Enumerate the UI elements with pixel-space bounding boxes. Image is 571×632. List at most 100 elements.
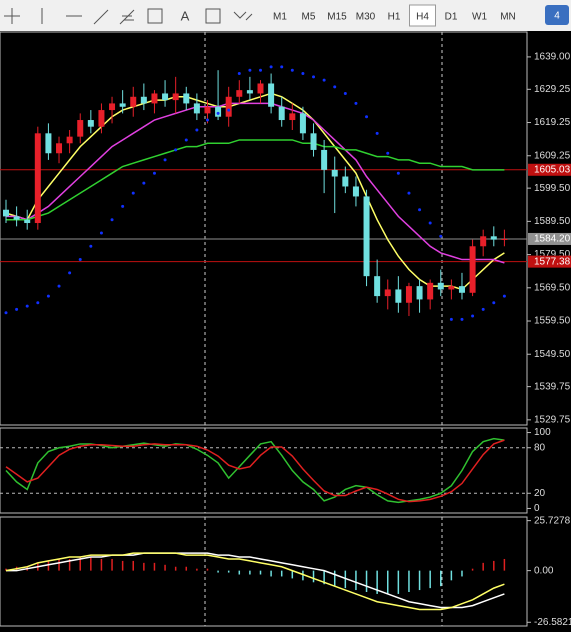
candle-body (162, 93, 169, 101)
candle-body (77, 120, 84, 137)
candle-body (34, 133, 41, 224)
price-tag (528, 255, 571, 268)
candle-body (501, 238, 508, 240)
indicator-line (5, 437, 505, 504)
candle-body (3, 209, 9, 217)
arrows-icon[interactable] (233, 11, 253, 21)
candle-body (310, 133, 317, 150)
sar-dot (290, 68, 294, 72)
sar-dot (174, 148, 178, 152)
crosshair-icon[interactable] (4, 8, 20, 24)
sar-dot (57, 284, 61, 288)
sar-dot (184, 138, 188, 142)
fibo-icon[interactable] (147, 8, 163, 24)
sar-dot (110, 218, 114, 222)
candle-body (257, 83, 264, 94)
sar-dot (428, 221, 432, 225)
sar-dot (131, 191, 135, 195)
candle-body (246, 90, 253, 94)
candle-body (395, 289, 402, 303)
candle-body (480, 236, 487, 247)
sar-dot (68, 271, 72, 275)
label-icon[interactable] (205, 8, 221, 24)
indicator-line (6, 139, 505, 221)
panel (0, 516, 528, 627)
sar-dot (418, 208, 422, 212)
sar-dot (36, 301, 40, 305)
badge[interactable] (545, 5, 569, 25)
candle-body (289, 113, 296, 121)
sar-dot (205, 118, 209, 122)
price-tag-label: 1584.20 (534, 234, 571, 245)
period-button[interactable]: M5 (302, 12, 316, 23)
y-tick-label: 1539.75 (534, 381, 571, 392)
candle-body (140, 96, 147, 104)
candle-body (45, 133, 52, 154)
candle-body (384, 289, 391, 297)
candle-body (66, 136, 73, 144)
sar-dot (121, 204, 125, 208)
period-button[interactable]: M30 (356, 12, 376, 23)
sar-dot (375, 131, 379, 135)
candle-body (109, 103, 116, 111)
period-button[interactable]: M1 (273, 12, 287, 23)
sar-dot (259, 68, 262, 72)
indicator-line (5, 439, 505, 503)
y-tick-label: 20 (534, 488, 546, 499)
y-tick-label: 1619.25 (534, 117, 571, 128)
sar-dot (99, 231, 103, 235)
sar-dot (365, 115, 369, 119)
y-tick-label: 100 (534, 427, 551, 438)
y-tick-label: 1609.25 (534, 150, 571, 161)
y-tick-label: 1579.50 (534, 249, 571, 260)
candle-body (342, 176, 349, 187)
trend-icon[interactable] (93, 9, 109, 25)
candle-body (130, 96, 137, 107)
candle-body (458, 286, 465, 293)
y-tick-label: 1599.50 (534, 183, 571, 194)
price-tag-label: 1605.03 (534, 164, 571, 175)
channel-icon[interactable] (119, 9, 135, 25)
sar-dot (322, 78, 326, 82)
period-button[interactable]: W1 (472, 12, 487, 23)
candle-body (448, 286, 455, 290)
sar-dot (78, 258, 82, 262)
sar-dot (152, 171, 156, 175)
y-tick-label: 1529.75 (534, 414, 571, 425)
candle-body (24, 219, 31, 224)
tool-icons (4, 8, 253, 25)
sar-dot (481, 307, 485, 311)
candle-body (172, 93, 179, 101)
candle-body (363, 196, 370, 277)
y-tick-label: 1639.00 (534, 52, 571, 63)
candle-body (193, 103, 200, 114)
sar-dot (227, 108, 231, 112)
period-active (409, 4, 436, 27)
y-tick-label: 1589.50 (534, 216, 571, 227)
sar-dot (386, 151, 390, 155)
period-button[interactable]: H1 (388, 12, 401, 23)
sar-dot (89, 244, 93, 248)
period-button[interactable]: H4 (416, 12, 429, 23)
candle-body (215, 106, 222, 117)
indicator-line (6, 552, 505, 609)
y-tick-label: 25.7278 (534, 515, 571, 526)
period-button[interactable]: M15 (327, 12, 347, 23)
sar-dot (25, 304, 29, 308)
price-tag (528, 232, 571, 245)
sar-dot (439, 234, 443, 238)
candle-body (87, 120, 94, 127)
sar-dot (195, 128, 199, 132)
sar-dot (471, 314, 475, 318)
candle-body (278, 106, 285, 121)
text-tool[interactable]: A (181, 8, 190, 23)
y-tick-label: 1629.25 (534, 84, 571, 95)
price-tag-label: 1577.38 (534, 256, 571, 267)
price-tag (528, 163, 571, 176)
period-button[interactable]: MN (500, 12, 516, 23)
candle-body (321, 149, 328, 170)
period-button[interactable]: D1 (445, 12, 458, 23)
candle-body (56, 143, 63, 154)
